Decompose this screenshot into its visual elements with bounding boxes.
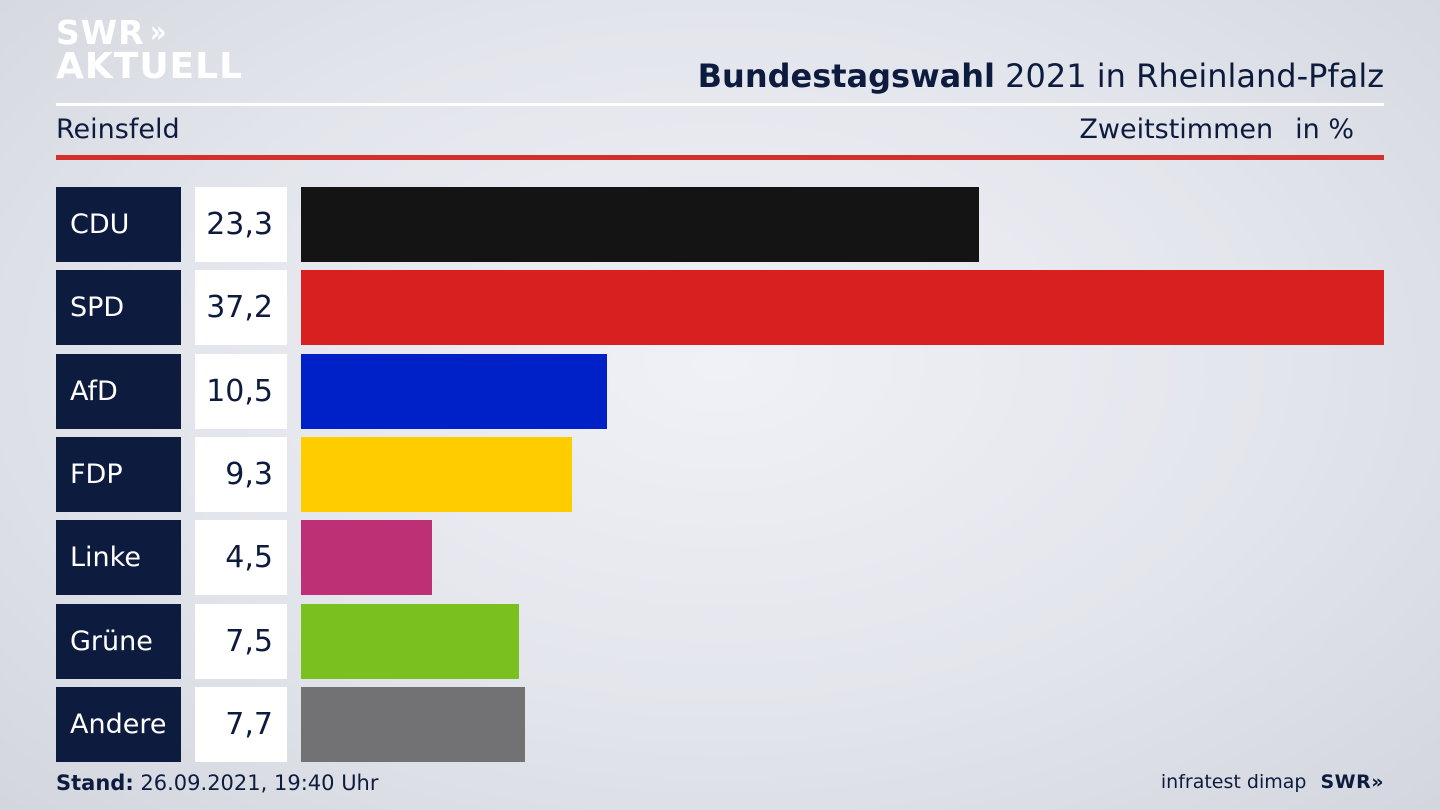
bar: [301, 187, 979, 262]
bar-row: CDU 23,3: [56, 187, 1384, 262]
value-label: 9,3: [195, 437, 287, 512]
party-label: SPD: [56, 270, 181, 345]
value-label: 7,5: [195, 604, 287, 679]
logo-aktuell-text: AKTUELL: [56, 46, 244, 87]
unit-text: in %: [1295, 114, 1354, 145]
logo-swr-text: SWR: [56, 13, 145, 52]
measure-text: Zweitstimmen: [1079, 114, 1274, 145]
header-divider: [56, 103, 1384, 106]
stand-label: Stand:: [56, 771, 134, 795]
chart-title-bold: Bundestagswahl: [697, 57, 995, 95]
logo-chevron-icon: »: [149, 15, 167, 50]
timestamp: Stand: 26.09.2021, 19:40 Uhr: [56, 771, 379, 795]
party-label: FDP: [56, 437, 181, 512]
bar-row: Linke 4,5: [56, 520, 1384, 595]
swr-footer-chevron-icon: »: [1371, 771, 1384, 793]
bar-row: Andere 7,7: [56, 687, 1384, 762]
bar: [301, 604, 519, 679]
location-subtitle: Reinsfeld: [56, 114, 180, 145]
bar: [301, 520, 432, 595]
bar: [301, 270, 1384, 345]
bar: [301, 687, 525, 762]
bar: [301, 354, 607, 429]
source-text: infratest dimap: [1160, 771, 1307, 793]
swr-footer-logo: SWR»: [1320, 771, 1384, 793]
value-label: 37,2: [195, 270, 287, 345]
measure-label: Zweitstimmen in %: [1079, 114, 1354, 145]
bar: [301, 437, 572, 512]
bar-row: SPD 37,2: [56, 270, 1384, 345]
bar-row: Grüne 7,5: [56, 604, 1384, 679]
party-label: Grüne: [56, 604, 181, 679]
bar-row: FDP 9,3: [56, 437, 1384, 512]
bar-row: AfD 10,5: [56, 354, 1384, 429]
chart-title: Bundestagswahl 2021 in Rheinland-Pfalz: [698, 57, 1384, 95]
stand-value: 26.09.2021, 19:40 Uhr: [140, 771, 379, 795]
swr-footer-text: SWR: [1320, 771, 1372, 793]
party-label: CDU: [56, 187, 181, 262]
value-label: 23,3: [195, 187, 287, 262]
value-label: 7,7: [195, 687, 287, 762]
party-label: AfD: [56, 354, 181, 429]
value-label: 4,5: [195, 520, 287, 595]
swr-aktuell-logo: SWR» AKTUELL: [56, 13, 244, 87]
value-label: 10,5: [195, 354, 287, 429]
party-label: Linke: [56, 520, 181, 595]
party-label: Andere: [56, 687, 181, 762]
accent-divider: [56, 155, 1384, 160]
chart-title-rest: 2021 in Rheinland-Pfalz: [1005, 57, 1384, 95]
source-credit: infratest dimap SWR»: [1161, 771, 1384, 793]
